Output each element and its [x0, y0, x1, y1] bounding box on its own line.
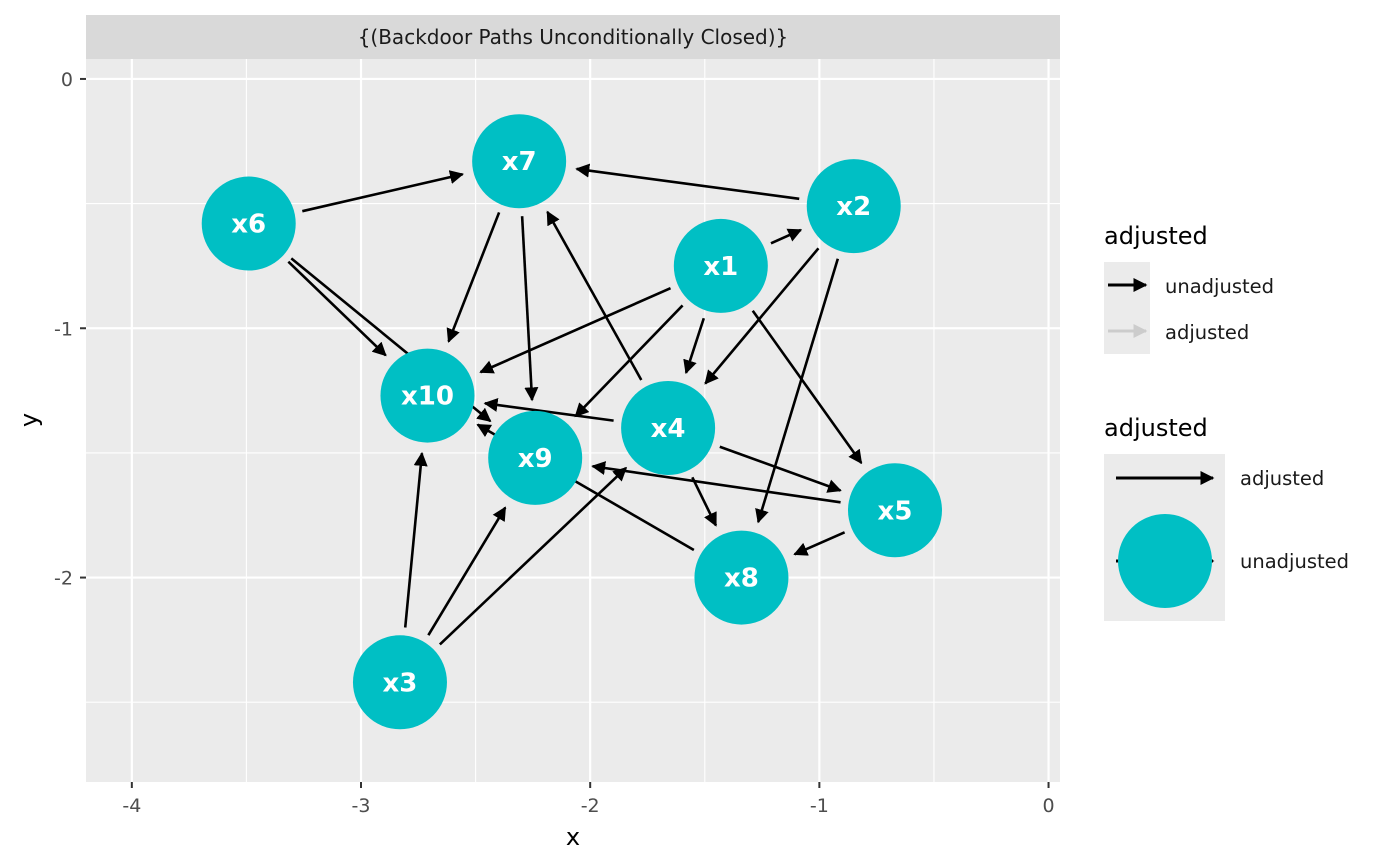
legend-1-label-adjusted: adjusted — [1165, 321, 1249, 344]
node-circle — [621, 380, 716, 475]
node-circle — [201, 176, 296, 271]
y-axis: 0 -1 -2 — [54, 69, 86, 590]
edge-x1-x5 — [751, 309, 863, 465]
node-circle — [673, 218, 768, 313]
node-x2: x2 — [806, 159, 901, 254]
legend-1-key-background — [1104, 262, 1150, 354]
edge-x7-x9 — [520, 216, 539, 402]
edge-x2-x8 — [755, 258, 840, 524]
edge-x5-x8 — [793, 531, 846, 556]
x-tick-label: -2 — [581, 795, 600, 817]
legend-edges: adjusted unadjusted adjusted — [1104, 222, 1274, 354]
node-label: x6 — [231, 210, 266, 240]
edge-x3-x4 — [438, 466, 628, 646]
edge-x6-x10 — [287, 260, 387, 357]
node-label: x2 — [836, 192, 871, 222]
node-label: x1 — [703, 252, 738, 282]
node-x10: x10 — [380, 348, 475, 443]
node-label: x9 — [518, 444, 553, 474]
x-tick-label: -4 — [122, 795, 141, 817]
node-x7: x7 — [472, 114, 567, 209]
x-axis-title: x — [566, 823, 580, 851]
edge-x1-x2 — [770, 228, 803, 245]
edge-x1-x9 — [574, 304, 684, 418]
edge-x7-x10 — [446, 211, 501, 343]
node-label: x8 — [724, 564, 759, 594]
edge-x2-x7 — [575, 163, 800, 201]
legend-2-title: adjusted — [1104, 414, 1208, 442]
node-circle — [488, 410, 583, 505]
edge-x3-x9 — [427, 506, 507, 636]
node-label: x4 — [651, 414, 686, 444]
x-axis: -4 -3 -2 -1 0 — [122, 782, 1055, 817]
node-circle — [694, 530, 789, 625]
node-label: x10 — [401, 382, 454, 412]
plot-panel — [86, 59, 1060, 782]
y-tick-label: -1 — [54, 318, 73, 340]
node-x4: x4 — [621, 380, 716, 475]
edge-x2-x4 — [704, 247, 820, 385]
node-label: x5 — [878, 496, 913, 526]
edge-x3-x10 — [403, 451, 428, 628]
legend-1-title: adjusted — [1104, 222, 1208, 250]
x-tick-label: 0 — [1042, 795, 1054, 817]
y-tick-label: 0 — [61, 69, 73, 91]
node-circle — [380, 348, 475, 443]
edge-x1-x10 — [479, 286, 672, 374]
node-circle — [352, 635, 447, 730]
node-circle — [472, 114, 567, 209]
grid-lines — [86, 59, 1060, 782]
node-circle — [847, 463, 942, 558]
y-axis-title: y — [15, 413, 43, 427]
edge-x6-x7 — [302, 170, 464, 213]
nodes: x1 x2 x3 x4 x5 x6 x7 x8 x9 x10 — [201, 114, 942, 730]
node-x8: x8 — [694, 530, 789, 625]
node-x3: x3 — [352, 635, 447, 730]
x-tick-label: -3 — [352, 795, 371, 817]
node-label: x7 — [502, 147, 537, 177]
edge-x1-x4 — [683, 317, 706, 375]
legend-1-label-unadjusted: unadjusted — [1165, 275, 1274, 298]
y-tick-label: -2 — [54, 568, 73, 590]
legend-2-label-unadjusted: unadjusted — [1240, 550, 1349, 573]
legend-2-label-adjusted: adjusted — [1240, 467, 1324, 490]
node-label: x3 — [383, 668, 418, 698]
legend-nodes: adjusted adjusted unadjusted — [1104, 414, 1349, 621]
edge-x4-x7 — [546, 210, 643, 381]
node-x9: x9 — [488, 410, 583, 505]
node-x1: x1 — [673, 218, 768, 313]
x-tick-label: -1 — [810, 795, 829, 817]
legend-2-key-unadjusted-circle — [1118, 514, 1212, 608]
facet-strip — [86, 15, 1060, 59]
facet-strip-label: {(Backdoor Paths Unconditionally Closed)… — [358, 25, 789, 49]
edge-x4-x10 — [483, 398, 614, 422]
node-x6: x6 — [201, 176, 296, 271]
node-x5: x5 — [847, 463, 942, 558]
edge-x4-x5 — [719, 445, 842, 493]
edge-x5-x9 — [591, 461, 841, 504]
edge-x4-x8 — [691, 476, 718, 527]
node-circle — [806, 159, 901, 254]
